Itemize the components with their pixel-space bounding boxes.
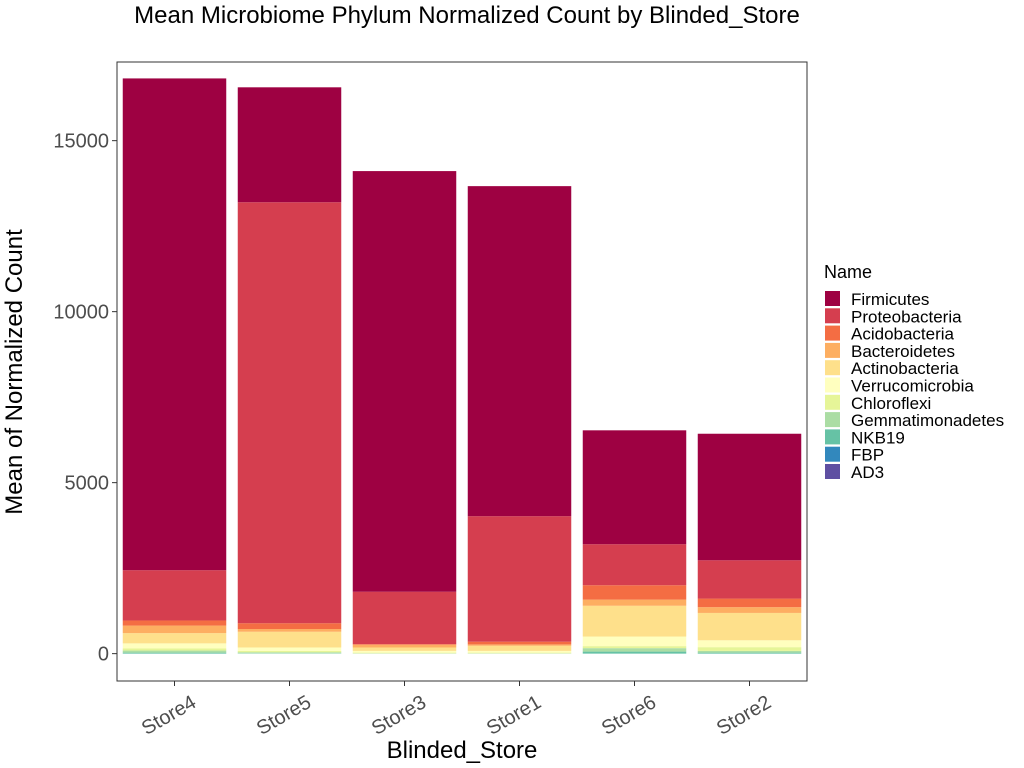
bar-store6-gemmatimonadetes [582,648,687,652]
bar-store1-proteobacteria [467,516,572,642]
bars-layer [122,78,802,654]
legend-swatch-verrucomicrobia [825,377,840,393]
bar-store1-firmicutes [467,186,572,517]
bar-store2-chloroflexi [697,647,802,651]
bar-store5-acidobacteria [237,623,342,630]
bar-store3-verrucomicrobia [352,650,457,653]
x-tick-label: Store3 [368,691,430,740]
bar-store1-actinobacteria [467,645,572,651]
bar-store5-bacteroidetes [237,629,342,632]
bar-store1-bacteroidetes [467,644,572,646]
bar-store2-proteobacteria [697,560,802,599]
bar-store6-nkb19 [582,651,687,654]
legend-swatch-chloroflexi [825,394,840,410]
bar-store4-bacteroidetes [122,625,227,634]
y-tick-label: 10000 [53,302,109,324]
legend-swatch-acidobacteria [825,325,840,341]
legend-label-chloroflexi: Chloroflexi [851,394,931,413]
bar-store4-acidobacteria [122,620,227,626]
x-axis: Store4 Store5 Store3 Store1 Store6 Store2 [138,681,775,740]
legend-label-proteobacteria: Proteobacteria [851,307,962,326]
legend-swatch-actinobacteria [825,360,840,376]
bar-store3-chloroflexi [352,652,457,654]
bar-store3-acidobacteria [352,644,457,645]
bar-store5-gemmatimonadetes [237,652,342,654]
bar-store5-chloroflexi [237,650,342,653]
bar-store4-firmicutes [122,78,227,571]
y-tick-label: 0 [98,644,109,666]
legend-label-firmicutes: Firmicutes [851,290,929,309]
legend-label-verrucomicrobia: Verrucomicrobia [851,377,974,396]
bar-store3-firmicutes [352,171,457,592]
legend-swatch-nkb19 [825,429,840,445]
bar-store6-bacteroidetes [582,599,687,606]
legend-label-nkb19: NKB19 [851,428,905,447]
bar-store1-verrucomicrobia [467,650,572,653]
bar-store2-bacteroidetes [697,607,802,613]
bar-store6-acidobacteria [582,585,687,600]
legend-label-acidobacteria: Acidobacteria [851,325,955,344]
bar-store5-actinobacteria [237,631,342,648]
bar-store5-verrucomicrobia [237,647,342,651]
legend-swatch-proteobacteria [825,308,840,324]
bar-store5-firmicutes [237,87,342,203]
legend-label-ad3: AD3 [851,463,884,482]
bar-store2-gemmatimonadetes [697,650,802,653]
legend-title: Name [824,262,872,282]
bar-store6-firmicutes [582,430,687,545]
bar-store2-verrucomicrobia [697,640,802,648]
legend-swatch-firmicutes [825,291,840,306]
legend: Name FirmicutesProteobacteriaAcidobacter… [824,262,1004,482]
y-axis: 0 5000 10000 15000 [53,131,117,666]
bar-store3-proteobacteria [352,591,457,645]
x-tick-label: Store2 [713,691,775,740]
bar-store2-firmicutes [697,433,802,561]
bar-store4-actinobacteria [122,633,227,644]
y-tick-label: 5000 [65,473,110,495]
bar-store4-proteobacteria [122,570,227,621]
bar-store3-actinobacteria [352,647,457,651]
x-axis-title: Blinded_Store [387,737,538,764]
bar-store4-verrucomicrobia [122,643,227,649]
bar-store4-chloroflexi [122,648,227,651]
bar-store2-actinobacteria [697,612,802,641]
plot-border [116,61,808,682]
plot-panel [117,62,807,681]
legend-label-bacteroidetes: Bacteroidetes [851,342,955,361]
bar-store2-acidobacteria [697,598,802,608]
y-tick-label: 15000 [53,131,109,153]
y-axis-title: Mean of Normalized Count [1,229,28,515]
legend-swatch-ad3 [825,464,840,479]
bar-store5-proteobacteria [237,202,342,624]
bar-store2-nkb19 [697,652,802,654]
x-tick-label: Store4 [138,691,200,740]
bar-store4-nkb19 [122,652,227,654]
bar-store4-gemmatimonadetes [122,650,227,653]
legend-swatch-gemmatimonadetes [825,412,840,428]
chart-title: Mean Microbiome Phylum Normalized Count … [134,2,800,29]
x-tick-label: Store1 [483,691,545,740]
legend-swatch-bacteroidetes [825,342,840,358]
legend-swatch-fbp [825,446,840,462]
bar-store6-actinobacteria [582,605,687,637]
legend-label-fbp: FBP [851,446,884,465]
bar-store6-proteobacteria [582,544,687,586]
bar-store1-acidobacteria [467,641,572,645]
bar-store1-chloroflexi [467,652,572,654]
legend-label-actinobacteria: Actinobacteria [851,359,959,378]
x-tick-label: Store6 [598,691,660,740]
bar-store3-bacteroidetes [352,644,457,648]
bar-store6-chloroflexi [582,646,687,649]
bar-store6-verrucomicrobia [582,636,687,647]
x-tick-label: Store5 [253,691,315,740]
legend-label-gemmatimonadetes: Gemmatimonadetes [851,411,1004,430]
